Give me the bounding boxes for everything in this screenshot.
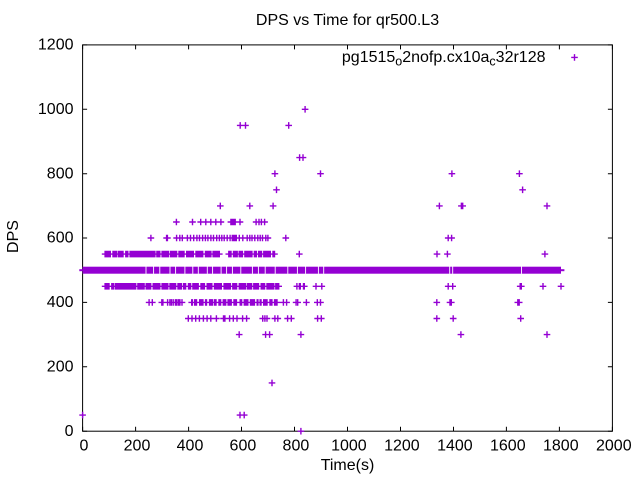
- svg-text:200: 200: [47, 359, 74, 376]
- svg-text:0: 0: [65, 423, 74, 440]
- svg-text:2000: 2000: [596, 438, 632, 455]
- svg-text:1200: 1200: [384, 438, 420, 455]
- svg-text:600: 600: [230, 438, 257, 455]
- svg-text:800: 800: [283, 438, 310, 455]
- svg-text:0: 0: [80, 438, 89, 455]
- svg-text:600: 600: [47, 230, 74, 247]
- svg-text:DPS vs Time for qr500.L3: DPS vs Time for qr500.L3: [256, 12, 439, 29]
- svg-text:400: 400: [47, 294, 74, 311]
- svg-text:1400: 1400: [437, 438, 473, 455]
- svg-text:1200: 1200: [38, 37, 74, 54]
- svg-text:1600: 1600: [490, 438, 526, 455]
- svg-text:200: 200: [124, 438, 151, 455]
- svg-text:1800: 1800: [543, 438, 579, 455]
- svg-text:DPS: DPS: [5, 220, 22, 253]
- svg-text:1000: 1000: [331, 438, 367, 455]
- svg-text:1000: 1000: [38, 101, 74, 118]
- svg-text:400: 400: [177, 438, 204, 455]
- svg-text:Time(s): Time(s): [321, 457, 375, 474]
- svg-text:800: 800: [47, 165, 74, 182]
- svg-text:pg1515o2nofp.cx10ac32r128: pg1515o2nofp.cx10ac32r128: [342, 49, 546, 69]
